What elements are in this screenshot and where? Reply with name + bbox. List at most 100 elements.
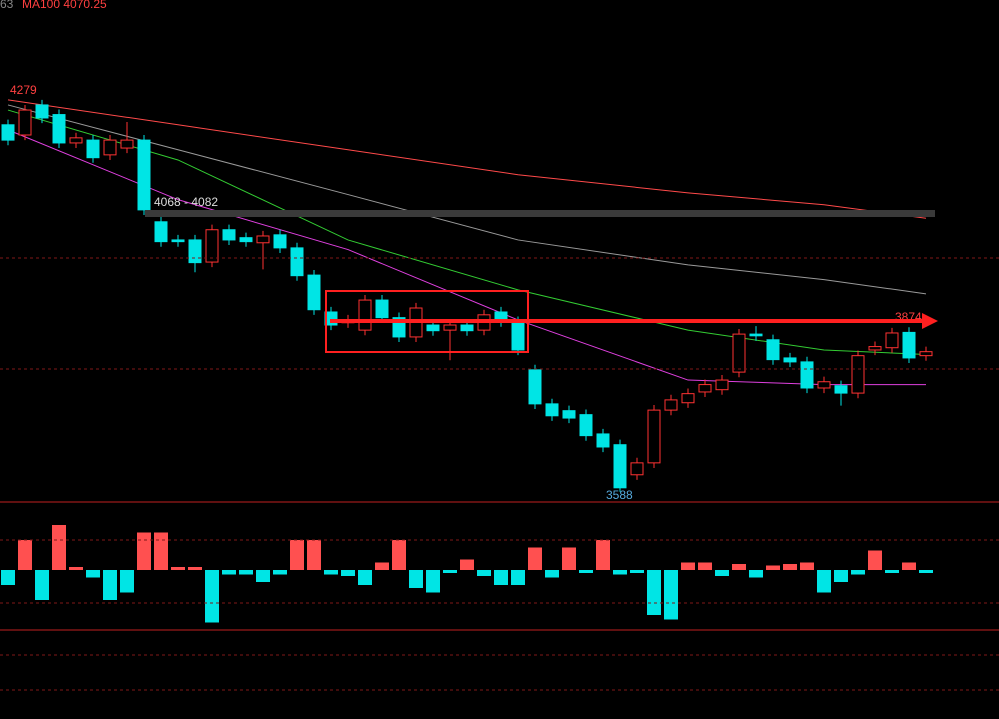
candle-body (868, 346, 882, 351)
candle-body (851, 355, 865, 394)
candle-body (120, 139, 134, 149)
indicator-bar (698, 562, 712, 570)
indicator-bar (1, 570, 15, 585)
indicator-bar (358, 570, 372, 585)
indicator-bar (664, 570, 678, 620)
candle-body (511, 321, 525, 351)
indicator-bar (137, 532, 151, 570)
ma-line (7, 104, 927, 295)
indicator-bar (426, 570, 440, 593)
indicator-bar (477, 570, 491, 576)
indicator-bar (681, 562, 695, 570)
indicator-bar (273, 570, 287, 575)
indicator-bar (86, 570, 100, 578)
candle-body (188, 239, 202, 264)
candle-body (103, 139, 117, 156)
indicator-bar (851, 570, 865, 575)
candle-body (358, 299, 372, 331)
ma-line (7, 99, 927, 219)
candle-body (613, 444, 627, 489)
indicator-bar (120, 570, 134, 593)
indicator-bar (902, 562, 916, 570)
indicator-bar (222, 570, 236, 575)
indicator-bar (885, 570, 899, 573)
arrow-head (922, 313, 938, 329)
indicator-bar (154, 532, 168, 570)
candle-body (171, 239, 185, 243)
candle-body (732, 333, 746, 373)
candle-body (698, 384, 712, 393)
candle-body (443, 324, 457, 331)
indicator-bar (35, 570, 49, 600)
candle-body (783, 357, 797, 363)
indicator-bar (443, 570, 457, 573)
candle-body (273, 234, 287, 249)
candle-body (205, 229, 219, 263)
candle-body (664, 399, 678, 411)
indicator-bar (545, 570, 559, 578)
indicator-bar (613, 570, 627, 575)
indicator-bar (749, 570, 763, 578)
candle-body (137, 139, 151, 211)
indicator-bar (18, 540, 32, 570)
indicator-bar (409, 570, 423, 588)
indicator-bar (919, 570, 933, 573)
candle-body (834, 385, 848, 394)
candle-body (239, 237, 253, 243)
candle-body (154, 221, 168, 243)
indicator-bar (528, 547, 542, 570)
candle-body (1, 124, 15, 141)
indicator-bar (341, 570, 355, 576)
candle-body (630, 462, 644, 476)
indicator-bar (290, 540, 304, 570)
candle-body (69, 137, 83, 144)
candle-body (545, 403, 559, 417)
candle-body (375, 299, 389, 319)
candle-body (52, 114, 66, 144)
candle-body (256, 235, 270, 244)
candle-body (766, 339, 780, 361)
indicator-bar (834, 570, 848, 582)
candle-body (35, 104, 49, 119)
ma-line (7, 109, 927, 356)
candle-body (222, 229, 236, 241)
zone-label: 4068 - 4082 (154, 195, 218, 209)
candle-body (460, 324, 474, 332)
candle-body (562, 410, 576, 419)
candle-body (800, 361, 814, 389)
indicator-bar (783, 564, 797, 570)
candle-body (307, 274, 321, 311)
indicator-bar (715, 570, 729, 576)
candle-body (290, 247, 304, 277)
candle-body (681, 393, 695, 404)
high-label: 4279 (10, 83, 37, 97)
candle-body (919, 351, 933, 357)
indicator-bar (375, 562, 389, 570)
indicator-bar (511, 570, 525, 585)
indicator-bar (205, 570, 219, 623)
candle-body (715, 379, 729, 391)
candle-body (885, 332, 899, 349)
candle-body (579, 414, 593, 437)
low-label: 3588 (606, 488, 633, 502)
indicator-bar (103, 570, 117, 600)
candle-body (426, 324, 440, 332)
indicator-bar (868, 550, 882, 570)
zone-band (145, 210, 935, 217)
code: 63 (0, 0, 14, 11)
indicator-bar (732, 564, 746, 570)
candle-body (596, 433, 610, 448)
indicator-bar (562, 547, 576, 570)
indicator-bar (647, 570, 661, 615)
indicator-bar (800, 562, 814, 570)
candle-body (528, 369, 542, 405)
indicator-bar (630, 570, 644, 573)
indicator-bar (307, 540, 321, 570)
indicator-bar (817, 570, 831, 593)
candle-body (86, 139, 100, 159)
candle-body (817, 381, 831, 389)
indicator-bar (69, 567, 83, 570)
candle-body (18, 109, 32, 136)
